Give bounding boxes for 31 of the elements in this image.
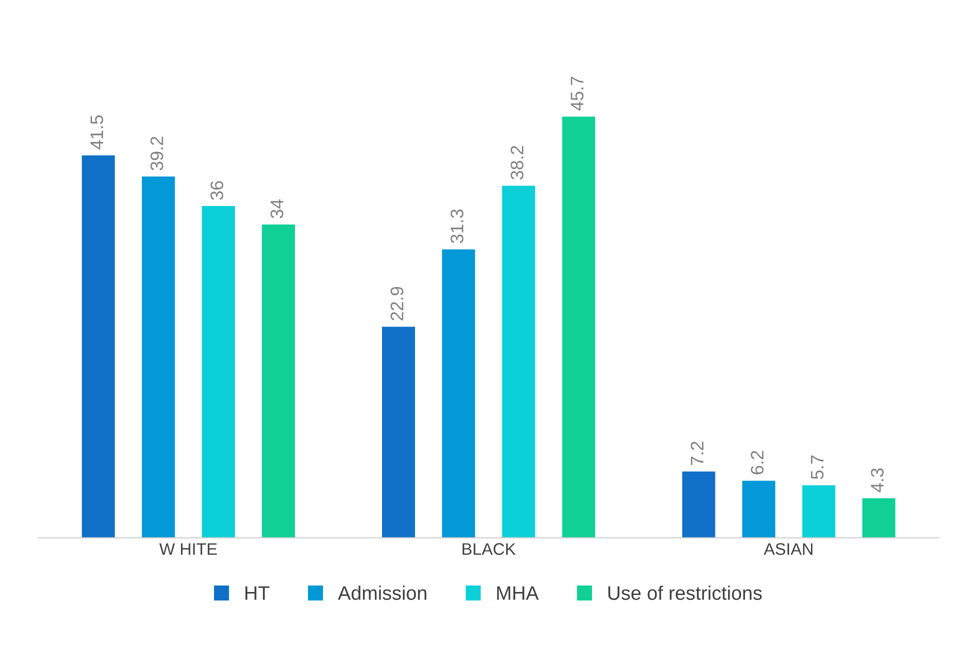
bar xyxy=(802,485,836,538)
data-label: 5.7 xyxy=(811,456,824,480)
bar xyxy=(142,176,175,538)
data-label: 39.2 xyxy=(150,136,164,170)
bar xyxy=(202,206,235,538)
legend-label: MHA xyxy=(497,586,539,600)
data-label: 31.3 xyxy=(450,209,464,244)
data-label: 7.2 xyxy=(690,442,704,465)
legend-label: Use of restrictions xyxy=(608,586,762,600)
bar xyxy=(742,480,776,538)
bar xyxy=(862,498,896,538)
data-label: 45.7 xyxy=(570,76,584,111)
bar xyxy=(682,471,716,538)
data-label: 6.2 xyxy=(750,450,764,474)
bar xyxy=(82,155,115,538)
data-label: 41.5 xyxy=(90,115,104,150)
data-label: 38.2 xyxy=(510,146,524,180)
bar xyxy=(502,186,536,538)
data-label: 22.9 xyxy=(390,286,404,320)
data-label: 4.3 xyxy=(870,468,884,492)
bar xyxy=(382,326,416,538)
legend-label: HT xyxy=(245,586,270,600)
bar xyxy=(442,249,476,538)
bar xyxy=(262,224,295,538)
x-tick-label: W HITE xyxy=(159,543,217,555)
data-label: 34 xyxy=(270,199,284,218)
x-tick-label: ASIAN xyxy=(764,543,812,555)
legend-label: Admission xyxy=(338,586,426,600)
x-tick-label: BLACK xyxy=(462,543,516,555)
data-label: 36 xyxy=(210,181,224,200)
bar xyxy=(562,116,596,538)
